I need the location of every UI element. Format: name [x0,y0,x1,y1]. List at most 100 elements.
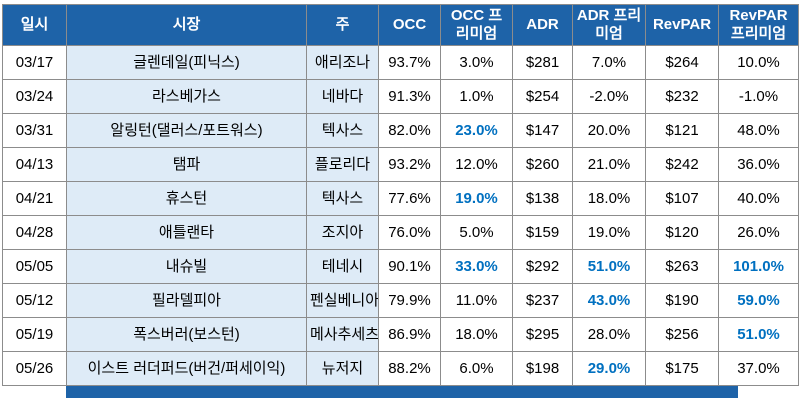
occ-cell: 91.3% [378,79,441,114]
date-cell: 05/12 [2,283,67,318]
occ-premium-cell: 12.0% [440,147,513,182]
state-cell: 메사추세츠 [306,317,379,352]
market-cell: 알링턴(댈러스/포트워스) [66,113,307,148]
market-cell: 글렌데일(피닉스) [66,45,307,80]
market-cell: 내슈빌 [66,249,307,284]
adr-premium-cell: 20.0% [572,113,646,148]
date-cell: 03/31 [2,113,67,148]
adr-cell: $295 [512,317,573,352]
revpar-cell: $120 [645,215,719,250]
date-cell: 03/24 [2,79,67,114]
revpar-cell: $264 [645,45,719,80]
market-cell: 탬파 [66,147,307,182]
occ-cell: 77.6% [378,181,441,216]
revpar-premium-cell: 59.0% [718,283,799,318]
market-cell: 필라델피아 [66,283,307,318]
date-cell: 05/19 [2,317,67,352]
table-row: 05/26 이스트 러더퍼드(버건/퍼세이익) 뉴저지 88.2% 6.0% $198 29… [2,351,799,386]
adr-premium-cell: 7.0% [572,45,646,80]
state-cell: 네바다 [306,79,379,114]
adr-premium-cell: 29.0% [572,351,646,386]
revpar-cell: $242 [645,147,719,182]
occ-cell: 76.0% [378,215,441,250]
adr-cell: $292 [512,249,573,284]
occ-premium-cell: 19.0% [440,181,513,216]
adr-cell: $138 [512,181,573,216]
table-row: 04/13 탬파 플로리다 93.2% 12.0% $260 21.0% $242 36.0% [2,147,799,182]
adr-cell: $254 [512,79,573,114]
table-row: 05/05 내슈빌 테네시 90.1% 33.0% $292 51.0% $263 101.0% [2,249,799,284]
adr-premium-cell: -2.0% [572,79,646,114]
column-header-occ-premium: OCC 프리미엄 [440,4,513,46]
adr-cell: $159 [512,215,573,250]
market-cell: 폭스버러(보스턴) [66,317,307,352]
table-row: 03/17 글렌데일(피닉스) 애리조나 93.7% 3.0% $281 7.0% $264 1… [2,45,799,80]
revpar-premium-cell: 40.0% [718,181,799,216]
adr-premium-cell: 18.0% [572,181,646,216]
column-header-revpar-premium: RevPAR 프리미엄 [718,4,799,46]
revpar-premium-cell: 51.0% [718,317,799,352]
market-cell: 라스베가스 [66,79,307,114]
adr-cell: $260 [512,147,573,182]
occ-premium-cell: 3.0% [440,45,513,80]
revpar-cell: $175 [645,351,719,386]
state-cell: 조지아 [306,215,379,250]
adr-cell: $237 [512,283,573,318]
date-cell: 04/13 [2,147,67,182]
date-cell: 04/28 [2,215,67,250]
revpar-premium-cell: 37.0% [718,351,799,386]
column-header-occ: OCC [378,4,441,46]
date-cell: 03/17 [2,45,67,80]
state-cell: 애리조나 [306,45,379,80]
column-header-adr-premium: ADR 프리미엄 [572,4,646,46]
revpar-cell: $190 [645,283,719,318]
table-row: 05/12 필라델피아 펜실베니아 79.9% 11.0% $237 43.0% $190 59… [2,283,799,318]
table-row: 04/21 휴스턴 텍사스 77.6% 19.0% $138 18.0% $107 40.0% [2,181,799,216]
state-cell: 펜실베니아 [306,283,379,318]
occ-premium-cell: 23.0% [440,113,513,148]
revpar-premium-cell: 26.0% [718,215,799,250]
revpar-cell: $263 [645,249,719,284]
revpar-cell: $107 [645,181,719,216]
occ-premium-cell: 18.0% [440,317,513,352]
occ-premium-cell: 33.0% [440,249,513,284]
table-row: 05/19 폭스버러(보스턴) 메사추세츠 86.9% 18.0% $295 28.0% $2… [2,317,799,352]
occ-premium-cell: 11.0% [440,283,513,318]
state-cell: 텍사스 [306,181,379,216]
occ-cell: 88.2% [378,351,441,386]
column-header-state: 주 [306,4,379,46]
occ-premium-cell: 5.0% [440,215,513,250]
state-cell: 텍사스 [306,113,379,148]
occ-cell: 93.2% [378,147,441,182]
table-footer-bar [66,386,738,398]
table-row: 03/31 알링턴(댈러스/포트워스) 텍사스 82.0% 23.0% $147 20.0%… [2,113,799,148]
column-header-revpar: RevPAR [645,4,719,46]
revpar-cell: $256 [645,317,719,352]
occ-cell: 93.7% [378,45,441,80]
hotel-market-table: 일시 시장 주 OCC OCC 프리미엄 ADR ADR 프리미엄 RevPAR RevPAR … [2,4,799,386]
revpar-cell: $232 [645,79,719,114]
date-cell: 04/21 [2,181,67,216]
occ-premium-cell: 6.0% [440,351,513,386]
revpar-premium-cell: 36.0% [718,147,799,182]
state-cell: 테네시 [306,249,379,284]
date-cell: 05/05 [2,249,67,284]
adr-premium-cell: 28.0% [572,317,646,352]
state-cell: 뉴저지 [306,351,379,386]
occ-cell: 86.9% [378,317,441,352]
revpar-premium-cell: -1.0% [718,79,799,114]
adr-premium-cell: 19.0% [572,215,646,250]
table-header: 일시 시장 주 OCC OCC 프리미엄 ADR ADR 프리미엄 RevPAR RevPAR … [2,4,799,46]
adr-cell: $147 [512,113,573,148]
state-cell: 플로리다 [306,147,379,182]
column-header-adr: ADR [512,4,573,46]
column-header-market: 시장 [66,4,307,46]
column-header-date: 일시 [2,4,67,46]
occ-cell: 82.0% [378,113,441,148]
occ-premium-cell: 1.0% [440,79,513,114]
table-header-row: 일시 시장 주 OCC OCC 프리미엄 ADR ADR 프리미엄 RevPAR RevPAR … [2,4,799,46]
adr-premium-cell: 21.0% [572,147,646,182]
occ-cell: 79.9% [378,283,441,318]
revpar-cell: $121 [645,113,719,148]
revpar-premium-cell: 10.0% [718,45,799,80]
